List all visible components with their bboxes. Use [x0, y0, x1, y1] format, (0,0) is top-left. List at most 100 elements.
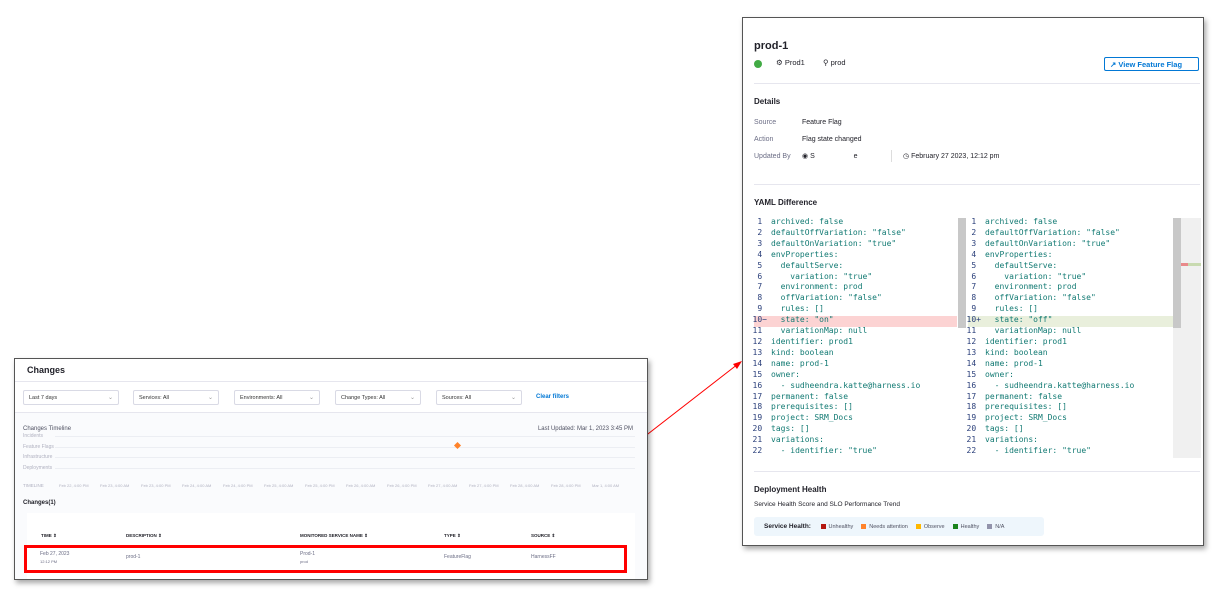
left-scrollbar[interactable] [958, 218, 966, 328]
yaml-left-editor[interactable]: 1 archived: false 2 defaultOffVariation: … [743, 217, 921, 457]
legend-label: Observe [923, 524, 945, 530]
yaml-text: state: "on" [771, 315, 834, 325]
yaml-line: 8 offVariation: "false" [957, 293, 1134, 304]
page-title: Changes [27, 365, 66, 375]
yaml-text: defaultOffVariation: "false" [771, 227, 906, 237]
environments-filter[interactable]: Environments: All ⌄ [234, 390, 320, 405]
yaml-line: 22 - identifier: "true" [743, 446, 920, 457]
environment-icon: ⚲ [823, 58, 829, 67]
yaml-line: 5 defaultServe: [743, 261, 920, 272]
legend-label: Unhealthy [828, 524, 854, 530]
line-number: 8 [971, 293, 981, 303]
yaml-line: 19 project: SRM_Docs [957, 413, 1134, 424]
line-number: 9 [971, 304, 981, 314]
line-number: 19 [752, 413, 767, 423]
lane-line [55, 447, 635, 448]
row-source: HarnessFF [531, 554, 556, 560]
line-number: 22 [752, 446, 767, 456]
button-label: View Feature Flag [1118, 60, 1183, 69]
line-number: 13 [966, 347, 981, 357]
yaml-text: variations: [771, 435, 824, 445]
removed-line-highlight [754, 316, 957, 327]
yaml-text: - sudheendra.katte@harness.io [985, 380, 1135, 390]
change-types-filter[interactable]: Change Types: All ⌄ [335, 390, 421, 405]
yaml-line: 14 name: prod-1 [743, 359, 920, 370]
yaml-text: - identifier: "true" [771, 446, 877, 456]
line-number: 21 [966, 435, 981, 445]
row-time: 12:12 PM [40, 559, 58, 564]
sources-filter[interactable]: Sources: All ⌄ [436, 390, 522, 405]
column-time[interactable]: TIME ⇕ [41, 533, 57, 539]
yaml-text: variation: "true" [985, 271, 1087, 281]
sort-icon: ⇕ [457, 533, 461, 538]
timeline-tick: Feb 28, 4:00 AM [510, 483, 540, 488]
line-number: 12 [752, 336, 767, 346]
timeline-label: TIMELINE [23, 483, 44, 488]
yaml-text: permanent: false [771, 391, 849, 401]
divider [891, 150, 892, 162]
filter-label: Sources: All [442, 395, 472, 401]
yaml-line: 16 - sudheendra.katte@harness.io [743, 380, 921, 392]
view-feature-flag-button[interactable]: ↗ View Feature Flag [1104, 57, 1199, 71]
line-number: 17 [752, 391, 767, 401]
yaml-heading: YAML Difference [754, 198, 818, 207]
yaml-text: variationMap: null [771, 326, 868, 336]
detail-title: prod-1 [754, 40, 789, 52]
yaml-line: 9 rules: [] [957, 304, 1134, 315]
yaml-text: offVariation: "false" [771, 293, 882, 303]
yaml-line: 20 tags: [] [743, 424, 920, 435]
highlight-box [24, 545, 627, 573]
line-number: 13 [752, 347, 767, 357]
yaml-right-editor[interactable]: 1 archived: false 2 defaultOffVariation: … [957, 217, 1135, 457]
line-number: 18 [752, 402, 767, 412]
clear-filters-link[interactable]: Clear filters [536, 394, 570, 400]
time-range-filter[interactable]: Last 7 days ⌄ [23, 390, 119, 405]
yaml-text: archived: false [985, 217, 1058, 226]
yaml-line: 3 defaultOnVariation: "true" [957, 239, 1134, 250]
chevron-down-icon: ⌄ [510, 395, 516, 401]
yaml-text: prerequisites: [] [771, 402, 853, 412]
yaml-line: 1 archived: false [743, 217, 920, 228]
legend-title: Service Health: [764, 523, 811, 530]
line-number: 16 [966, 380, 981, 390]
line-number: 16 [752, 380, 767, 390]
line-number: 22 [966, 446, 981, 456]
right-scrollbar[interactable] [1173, 218, 1181, 328]
legend-swatch [987, 524, 993, 530]
timeline-tick: Feb 27, 4:00 AM [428, 483, 458, 488]
timeline-tick: Feb 23, 4:00 PM [141, 483, 171, 488]
filter-label: Last 7 days [29, 395, 58, 401]
line-number: 7 [757, 282, 767, 292]
line-number: 21 [752, 435, 767, 445]
line-number: 2 [971, 227, 981, 237]
divider [15, 381, 647, 382]
sort-icon: ⇕ [364, 533, 368, 538]
lane-line [55, 436, 635, 437]
legend-swatch [915, 524, 921, 530]
column-type[interactable]: TYPE ⇕ [444, 533, 461, 539]
gear-icon: ⚙ [776, 58, 783, 67]
filter-label: Environments: All [240, 395, 283, 401]
action-value: Flag state changed [802, 136, 862, 143]
column-service[interactable]: MONITORED SERVICE NAME ⇕ [300, 533, 368, 539]
yaml-line: 2 defaultOffVariation: "false" [957, 228, 1134, 239]
yaml-text: owner: [771, 369, 800, 379]
added-line-highlight [968, 316, 1173, 327]
row-service: Prod-1 [300, 551, 316, 557]
yaml-line: 15 owner: [957, 370, 1134, 381]
status-check-icon [754, 60, 762, 68]
line-number: 4 [757, 249, 767, 259]
yaml-text: envProperties: [985, 249, 1053, 259]
yaml-text: variationMap: null [985, 326, 1082, 336]
column-source[interactable]: SOURCE ⇕ [531, 533, 555, 539]
yaml-text: - sudheendra.katte@harness.io [771, 380, 921, 390]
services-filter[interactable]: Services: All ⌄ [133, 390, 219, 405]
line-number: 4 [971, 249, 981, 259]
column-description[interactable]: DESCRIPTION ⇕ [126, 533, 162, 539]
lane-incidents: Incidents [23, 433, 44, 439]
line-number: 12 [966, 336, 981, 346]
divider [754, 184, 1200, 185]
yaml-text: owner: [985, 369, 1014, 379]
yaml-text: defaultServe: [771, 260, 844, 270]
deployment-health-subtitle: Service Health Score and SLO Performance… [754, 501, 900, 508]
